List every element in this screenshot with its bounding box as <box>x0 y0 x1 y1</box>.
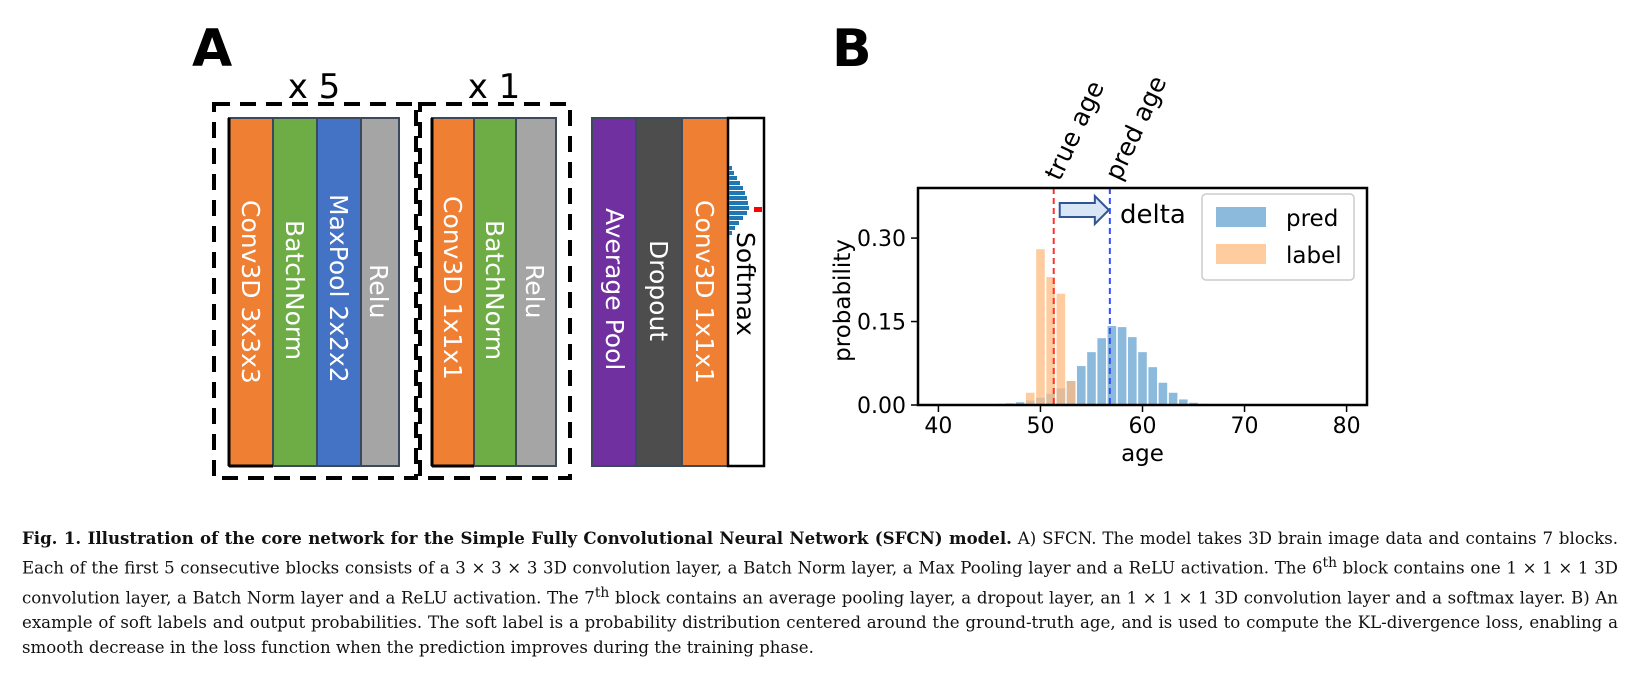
layer-conv3d-1x1x1-b-label: Conv3D 1x1x1 <box>690 200 719 384</box>
group-1-repeat-label: x 5 <box>288 67 341 107</box>
layer-conv3d-3x3x3-label: Conv3D 3x3x3 <box>236 200 265 384</box>
layer-maxpool-label: MaxPool 2x2x2 <box>324 194 353 383</box>
group-2-repeat-label: x 1 <box>468 67 521 107</box>
bar-label-51 <box>1046 277 1055 405</box>
layer-conv3d-1x1x1-b <box>681 117 729 467</box>
figure-caption: Fig. 1. Illustration of the core network… <box>22 526 1618 660</box>
caption-sup-1: th <box>1322 555 1337 571</box>
caption-title: Fig. 1. Illustration of the core network… <box>22 528 1012 548</box>
pred-age-annotation: pred age <box>1099 71 1172 184</box>
x-tick-label-60: 60 <box>1129 414 1157 439</box>
block-1-layers: Conv3D 3x3x3 BatchNorm MaxPool 2x2x2 Rel… <box>227 117 400 468</box>
bar-pred-48 <box>1015 402 1025 405</box>
bar-pred-64 <box>1179 399 1188 405</box>
caption-text-2: block contains one 1 × 1 × 1 3D convolut… <box>22 558 1618 608</box>
y-tick-label-0: 0.00 <box>857 394 906 419</box>
layer-maxpool <box>316 117 362 467</box>
bar-label-52 <box>1056 293 1066 405</box>
bar-pred-58 <box>1117 327 1127 405</box>
caption-sup-2: th <box>594 584 610 601</box>
group-box-1 <box>212 102 418 480</box>
x-axis-label: age <box>1121 441 1164 467</box>
bar-label-53 <box>1066 381 1076 405</box>
bar-pred-57 <box>1107 325 1117 405</box>
caption-text-3: block contains an average pooling layer,… <box>22 588 1618 658</box>
bar-pred-56 <box>1097 338 1106 405</box>
bar-pred-62 <box>1158 382 1168 405</box>
layer-softmax-label: Softmax <box>731 232 760 336</box>
layer-relu-2 <box>515 117 557 467</box>
x-tick-label-40: 40 <box>924 414 952 439</box>
layer-conv3d-1x1x1-a-label: Conv3D 1x1x1 <box>438 196 467 380</box>
bar-pred-63 <box>1168 392 1178 405</box>
panel-b-letter: B <box>832 19 872 79</box>
x-tick-label-50: 50 <box>1026 414 1054 439</box>
layer-relu-2-label: Relu <box>520 264 549 318</box>
legend-label-pred: pred <box>1286 206 1338 232</box>
layer-dropout-label: Dropout <box>644 240 673 341</box>
y-axis-label: probability <box>830 239 856 362</box>
caption-text-1: A) SFCN. The model takes 3D brain image … <box>22 529 1618 578</box>
softmax-histogram-icon <box>729 166 762 235</box>
layer-batchnorm-2-label: BatchNorm <box>480 220 509 360</box>
legend-swatch-label <box>1216 244 1266 264</box>
true-age-annotation: true age <box>1039 76 1110 184</box>
block-2-layers: Conv3D 1x1x1 BatchNorm Relu <box>430 117 557 468</box>
layer-dropout <box>635 117 683 467</box>
bar-pred-54 <box>1076 366 1086 405</box>
y-tick-label-1: 0.15 <box>857 311 906 336</box>
layer-average-pool <box>591 117 637 467</box>
x-tick-label-70: 70 <box>1231 414 1259 439</box>
panel-a-letter: A <box>192 19 232 79</box>
layer-relu-1-label: Relu <box>364 264 393 318</box>
final-block-layers: Average Pool Dropout Conv3D 1x1x1 Softma… <box>591 116 766 468</box>
x-tick-label-80: 80 <box>1333 414 1361 439</box>
group-box-2 <box>418 102 572 480</box>
layer-average-pool-label: Average Pool <box>600 208 629 370</box>
panel-a-diagram: A x 5 x 1 Conv3D 3x3x3 BatchNorm MaxPool… <box>192 19 766 480</box>
bar-pred-61 <box>1148 367 1158 405</box>
delta-arrow-icon <box>1058 193 1111 227</box>
bar-label-50 <box>1036 249 1045 405</box>
bar-pred-60 <box>1138 352 1147 405</box>
bar-label-49 <box>1025 392 1035 405</box>
legend-swatch-pred <box>1216 207 1266 227</box>
layer-batchnorm-1-label: BatchNorm <box>280 220 309 360</box>
layer-relu-1 <box>360 117 400 467</box>
delta-label: delta <box>1120 200 1186 230</box>
y-tick-label-2: 0.30 <box>857 227 906 252</box>
legend-label-label: label <box>1286 243 1342 269</box>
bar-pred-55 <box>1087 352 1096 405</box>
bar-pred-59 <box>1127 337 1137 405</box>
